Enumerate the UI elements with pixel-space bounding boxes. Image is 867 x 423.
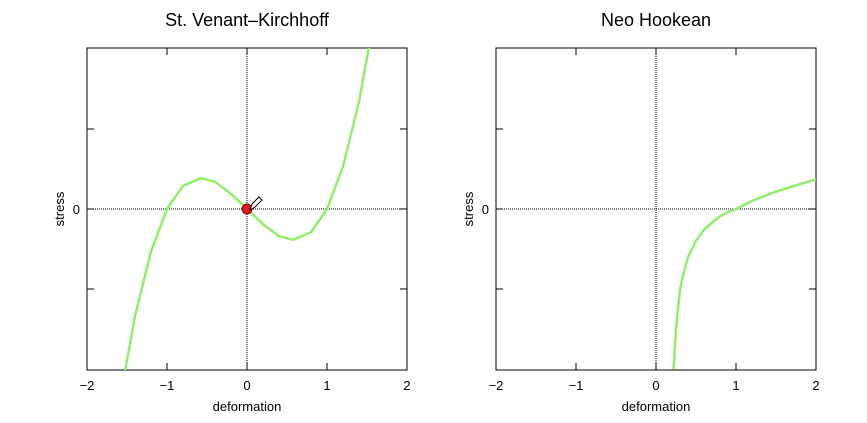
x-tick-label: 2: [812, 378, 819, 393]
x-tick-label: 1: [323, 378, 330, 393]
x-axis-label: deformation: [622, 399, 691, 414]
y-axis-label: stress: [461, 191, 476, 226]
x-tick-label: 0: [243, 378, 250, 393]
x-tick-label: −1: [569, 378, 584, 393]
x-tick-label: 2: [403, 378, 410, 393]
pencil-cursor-icon: [249, 196, 263, 212]
x-tick-label: −2: [489, 378, 504, 393]
y-tick-label: 0: [482, 202, 489, 217]
chart-panel-left: St. Venant–Kirchhoff −2 −1 0 1 2 0 defor…: [52, 10, 411, 414]
y-tick-label: 0: [73, 202, 80, 217]
chart-title: St. Venant–Kirchhoff: [165, 10, 330, 30]
chart-title: Neo Hookean: [601, 10, 711, 30]
chart-panel-right: Neo Hookean −2 −1 0 1 2 0 deformation st…: [461, 10, 820, 414]
x-tick-label: 0: [652, 378, 659, 393]
x-tick-label: 1: [732, 378, 739, 393]
x-tick-label: −1: [160, 378, 175, 393]
y-axis-label: stress: [52, 191, 67, 226]
x-tick-label: −2: [80, 378, 95, 393]
series-line: [672, 178, 816, 370]
x-axis-label: deformation: [213, 399, 282, 414]
